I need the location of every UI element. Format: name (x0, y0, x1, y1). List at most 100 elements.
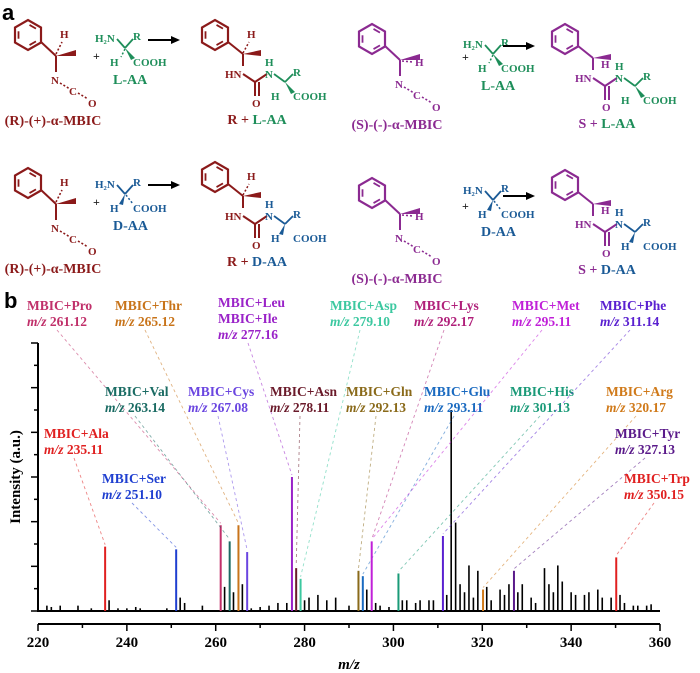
nitrogen-label: N (265, 69, 273, 81)
benzene-ring (13, 166, 43, 200)
product-label-part-1: + (586, 117, 601, 132)
aromatic-bond (566, 174, 574, 180)
hydrogen-label: H (110, 57, 119, 69)
aromatic-bond (373, 28, 381, 34)
arrow-head (171, 181, 180, 189)
peak-name-label-2: MBIC+Ile (218, 311, 277, 326)
bond (40, 189, 57, 205)
oxygen-label: O (252, 98, 261, 110)
carbon-label: C (69, 86, 77, 98)
nh-label: HN (225, 69, 242, 81)
peak-mz-label: m/z 277.16 (218, 327, 278, 342)
r-group-label: R (501, 37, 510, 49)
mz-value: 350.15 (647, 487, 684, 502)
peak-mz-label: m/z 292.17 (414, 314, 474, 329)
peak-name-label: MBIC+Arg (606, 384, 673, 399)
double-bond (403, 240, 415, 248)
oxygen-label: O (88, 246, 97, 258)
plus-sign: + (93, 195, 100, 209)
double-bond (421, 250, 433, 258)
wedge-bond (125, 48, 135, 60)
benzene-ring (200, 160, 230, 194)
hydrogen-label: H (621, 241, 630, 253)
hash-bond (401, 214, 414, 217)
leader-line (300, 329, 361, 577)
bond (623, 77, 636, 87)
x-tick-label: 300 (382, 635, 405, 651)
aromatic-bond (29, 24, 37, 30)
wedge-bond (635, 86, 645, 98)
aromatic-bond (216, 40, 224, 46)
bond (254, 73, 268, 83)
bond (634, 77, 644, 87)
mz-value: 279.10 (353, 314, 390, 329)
mz-prefix: m/z (615, 442, 638, 457)
mz-value: 251.10 (125, 487, 162, 502)
leader-line (482, 415, 637, 588)
r-group-label: R (293, 209, 302, 221)
aromatic-bond (566, 28, 574, 34)
leader-line (358, 415, 377, 569)
mz-prefix: m/z (270, 400, 293, 415)
r-group-label: R (501, 183, 510, 195)
wedge-bond (243, 192, 261, 198)
bond (284, 73, 294, 83)
peak-mz-label: m/z 263.14 (105, 400, 165, 415)
mz-value: 311.14 (623, 314, 660, 329)
peak-name-label: MBIC+Lys (414, 298, 479, 313)
bond (492, 190, 502, 201)
mz-value: 267.08 (211, 400, 248, 415)
amino-acid-label: L-AA (481, 79, 516, 94)
reagent-label: (R)-(+)-α-MBIC (5, 114, 102, 129)
r-group-label: R (293, 67, 302, 79)
peak-name-label: MBIC+Val (105, 384, 169, 399)
leader-line (56, 329, 222, 524)
wedge-bond (285, 82, 295, 94)
peak-mz-label: m/z 293.11 (424, 400, 484, 415)
bond (484, 44, 494, 55)
mz-value: 263.14 (128, 400, 165, 415)
plus-sign: + (93, 49, 100, 63)
mz-prefix: m/z (346, 400, 369, 415)
wedge-bond (400, 208, 420, 214)
hydrogen-label: H (601, 205, 610, 217)
bond (484, 190, 494, 201)
peak-mz-label: m/z 278.11 (270, 400, 330, 415)
leader-line (295, 415, 301, 567)
peak-mz-label: m/z 261.12 (27, 314, 87, 329)
mz-prefix: m/z (188, 400, 211, 415)
oxygen-label: O (432, 256, 441, 268)
peak-name-label: MBIC+Ser (102, 471, 166, 486)
panel-a-label: a (2, 0, 15, 25)
product-label-part-1: + (237, 113, 252, 128)
double-bond (59, 82, 71, 90)
peak-name-label: MBIC+Leu (218, 295, 285, 310)
bond (384, 199, 401, 215)
carboxyl-label: COOH (133, 203, 167, 215)
leader-line (131, 502, 177, 548)
leader-line (362, 415, 455, 575)
mz-prefix: m/z (330, 314, 353, 329)
oxygen-label: O (602, 248, 611, 260)
x-tick-label: 320 (471, 635, 494, 651)
leader-line (134, 415, 231, 540)
hydrogen-label: H (478, 63, 487, 75)
x-tick-label: 260 (204, 635, 227, 651)
wedge-bond (629, 232, 635, 243)
mz-value: 292.17 (437, 314, 474, 329)
nitrogen-label: N (615, 73, 623, 85)
leader-line (442, 329, 631, 535)
r-group-label: R (643, 217, 652, 229)
hydrogen-label: H (621, 95, 630, 107)
wedge-bond (119, 194, 125, 205)
arrow-head (526, 192, 535, 200)
product-label-part-1: + (237, 255, 252, 270)
mz-value: 293.11 (447, 400, 484, 415)
